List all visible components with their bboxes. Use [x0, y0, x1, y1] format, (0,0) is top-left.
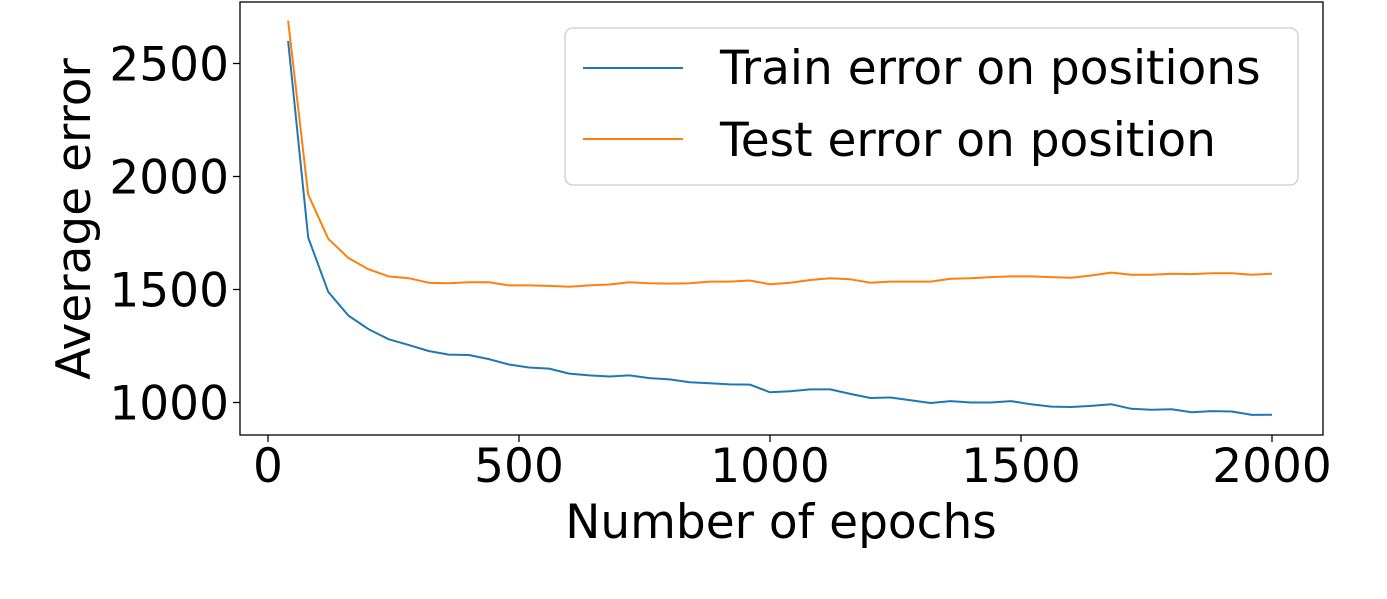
- y-tick-label: 1500: [109, 264, 229, 319]
- y-tick-label: 2500: [109, 38, 229, 93]
- legend-label-test: Test error on position: [719, 113, 1216, 168]
- legend-box: [564, 27, 1299, 186]
- series-lines: [287, 20, 1273, 416]
- train-error-line: [287, 40, 1273, 416]
- y-axis: 1000 1500 2000 2500: [109, 38, 240, 432]
- x-tick-label: 0: [253, 439, 283, 494]
- plot-frame: [239, 1, 1324, 436]
- y-axis-label: Average error: [47, 57, 102, 379]
- x-tick-label: 1000: [710, 439, 830, 494]
- x-tick-label: 1500: [961, 439, 1081, 494]
- test-error-line: [287, 20, 1273, 288]
- x-tick-label: 500: [474, 439, 564, 494]
- y-tick-label: 1000: [109, 377, 229, 432]
- x-axis-label: Number of epochs: [565, 495, 997, 550]
- legend: Train error on positions Test error on p…: [564, 27, 1299, 186]
- x-tick-label: 2000: [1212, 439, 1332, 494]
- plot-area: [239, 1, 1324, 436]
- x-axis: 0 500 1000 1500 2000: [253, 435, 1332, 494]
- legend-label-train: Train error on positions: [719, 41, 1261, 96]
- y-tick-label: 2000: [109, 151, 229, 206]
